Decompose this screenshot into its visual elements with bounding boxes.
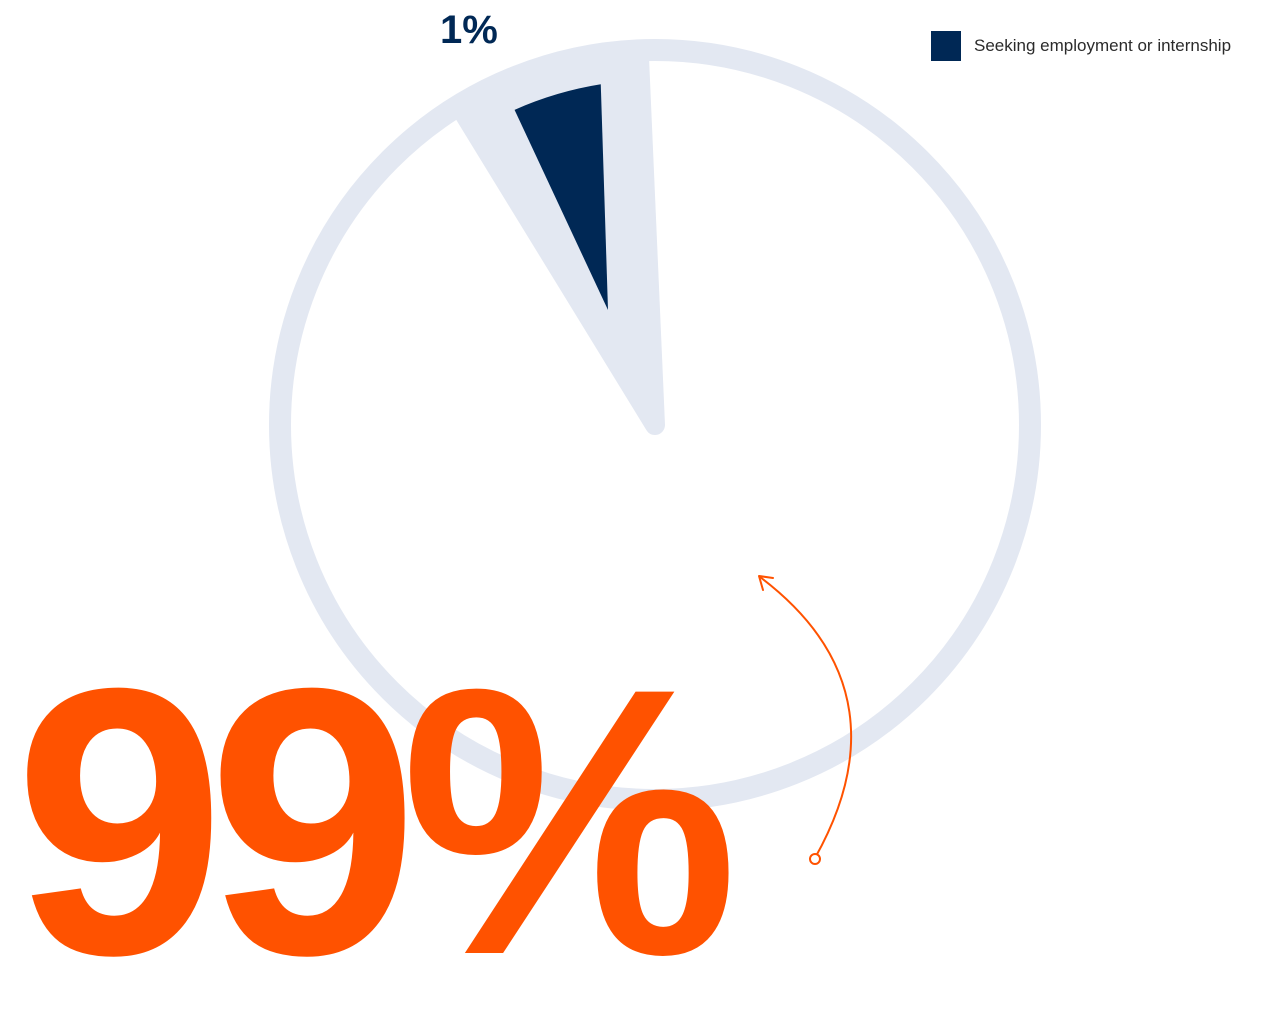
legend-swatch: [931, 31, 961, 61]
pie-slice-seeking-employment: [514, 84, 608, 311]
pie-slice-outline: [454, 50, 665, 435]
pie-chart: [269, 39, 1041, 865]
curved-arrow-icon: [758, 575, 853, 865]
pie-ring: [269, 39, 1041, 811]
pie-background-ring-group: [269, 39, 1041, 811]
slice-label-large: 99%: [14, 609, 739, 1034]
slice-label-small: 1%: [440, 8, 498, 52]
chart-legend: Seeking employment or internship: [931, 31, 1231, 61]
legend-label: Seeking employment or internship: [974, 36, 1232, 55]
pie-slices-group: [454, 50, 665, 435]
